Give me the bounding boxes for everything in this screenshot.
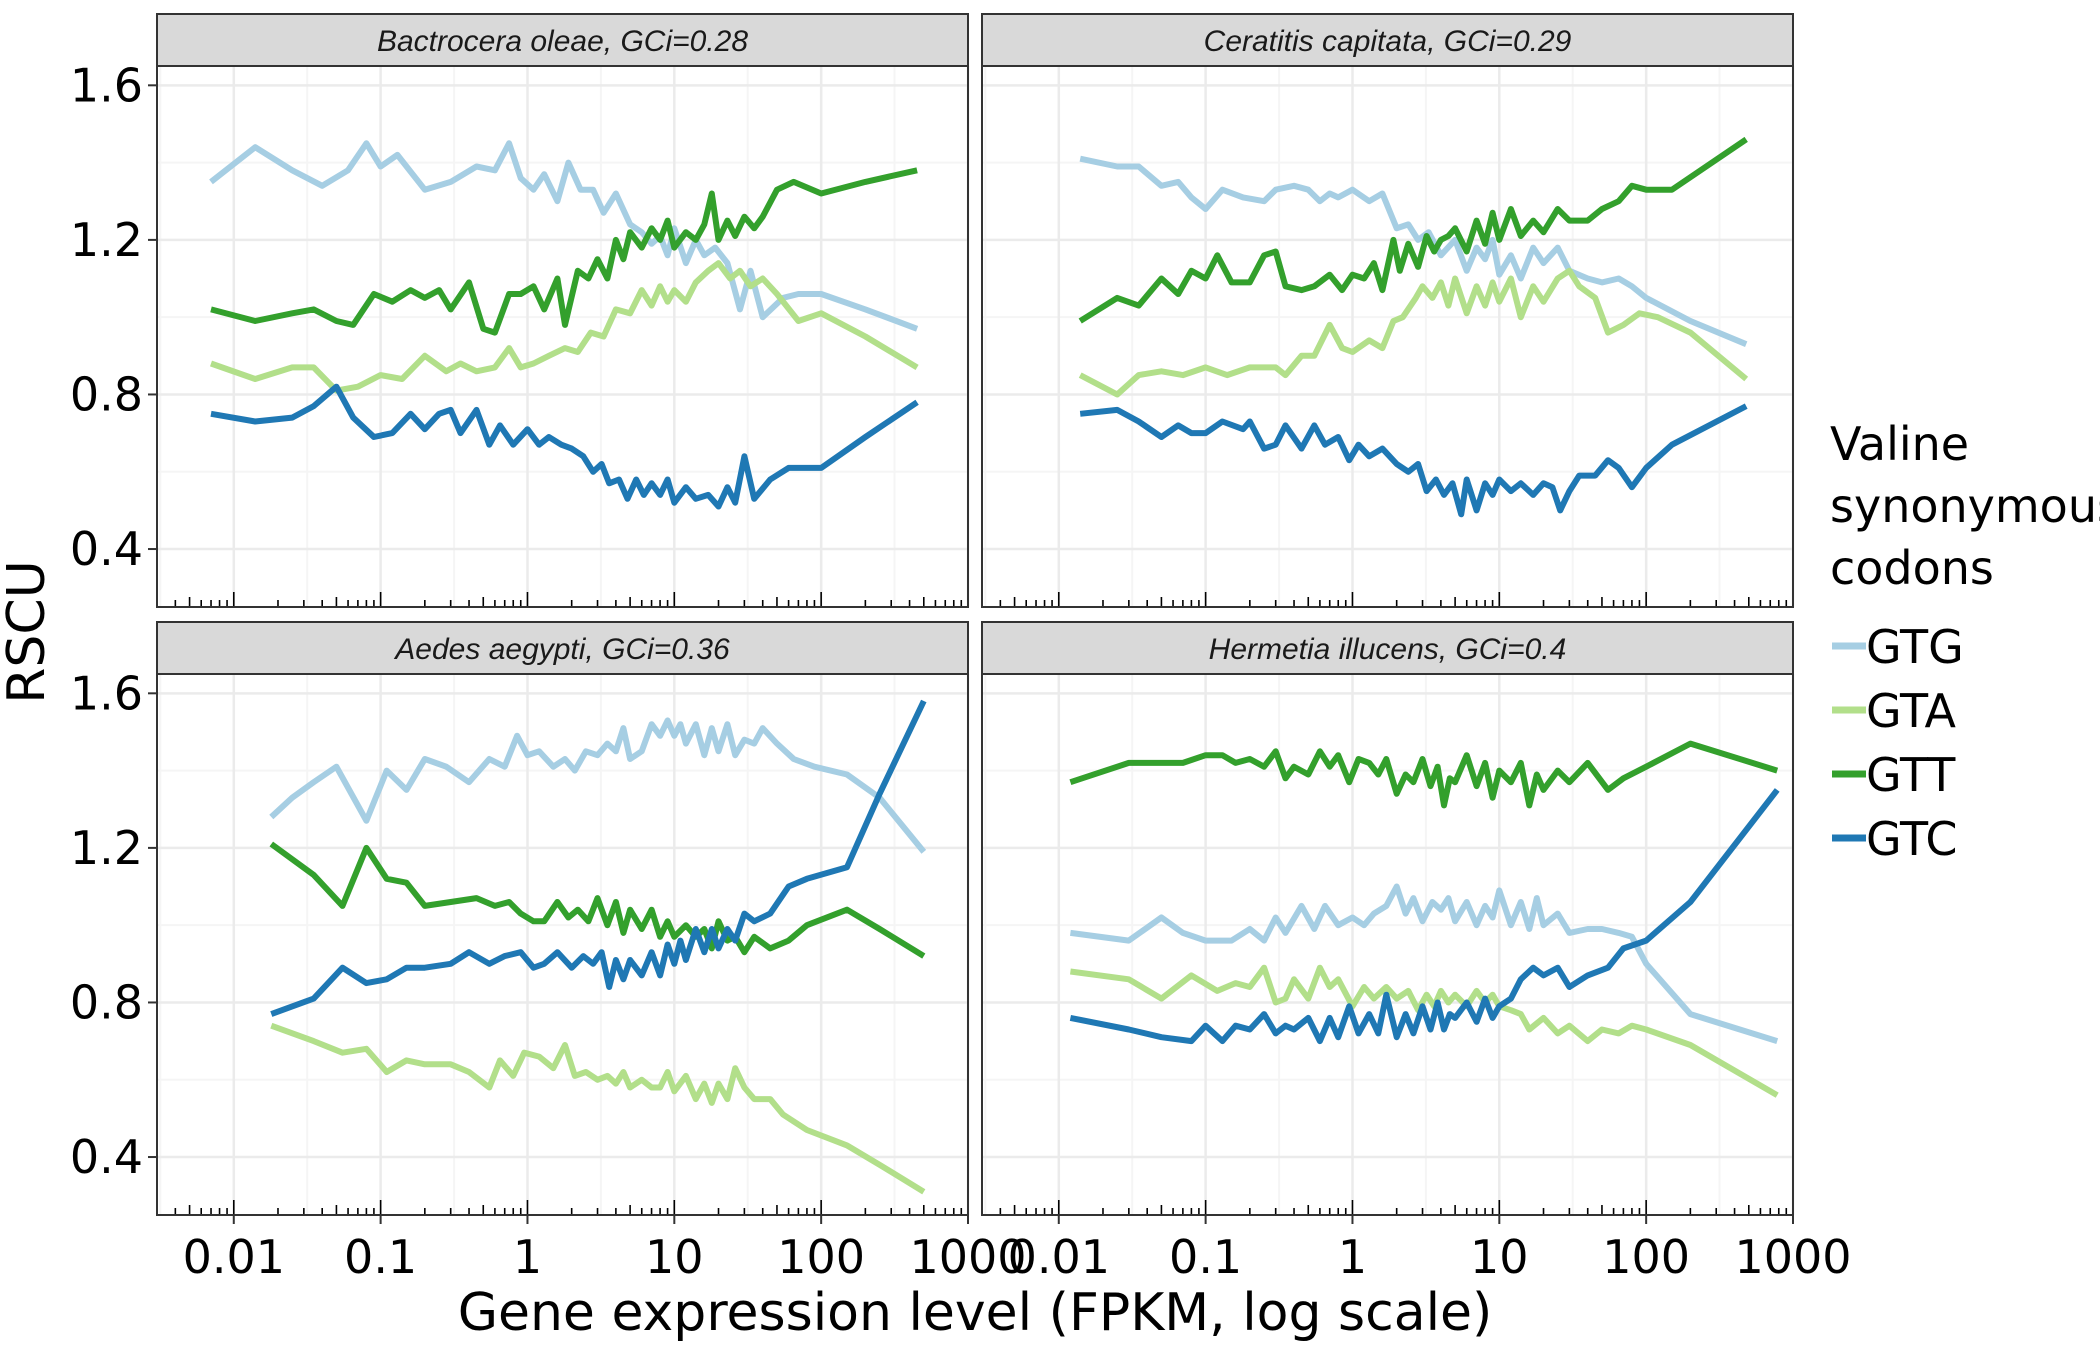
facet-strip: [156, 13, 969, 67]
series-line-gtc: [1069, 788, 1780, 1045]
facet-strip: [156, 621, 969, 675]
series-line-gtt: [1069, 740, 1779, 809]
x-tick-label: 0.1: [344, 1230, 417, 1284]
x-tick-label: 10: [1470, 1230, 1529, 1284]
legend-keys: GTG GTA GTT GTC: [1832, 620, 1964, 866]
panel-border: [981, 673, 1794, 1216]
y-tick-label: 0.4: [70, 522, 143, 576]
facet-strip: [981, 621, 1794, 675]
panel-border: [156, 673, 969, 1216]
facet-strip: [981, 13, 1794, 67]
panels-layer: Bactrocera oleae, GCi=0.28 0.4 0.8 1.2 1.6 Ce…: [70, 13, 1852, 1284]
legend-title-line-3: codons: [1830, 541, 1994, 595]
series-line-gtc: [1079, 403, 1748, 518]
facet-panel-2: Ceratitis capitata, GCi=0.29: [981, 13, 1795, 608]
x-axis-title: Gene expression level (FPKM, log scale): [458, 1283, 1493, 1343]
facet-panel-4: Hermetia illucens, GCi=0.4 0.01 0.1 1 10 100 1…: [981, 621, 1852, 1284]
facet-title: Hermetia illucens, GCi=0.4: [1209, 633, 1567, 666]
legend-title-line-2: synonymous: [1830, 479, 2100, 533]
legend-label-gta: GTA: [1866, 684, 1957, 738]
y-tick-label: 1.2: [70, 821, 143, 875]
series-line-gta: [1070, 964, 1779, 1098]
facet-title: Bactrocera oleae, GCi=0.28: [377, 25, 748, 58]
series-layer: [209, 140, 919, 510]
series-layer: [1078, 136, 1749, 518]
legend-label-gtg: GTG: [1866, 620, 1964, 674]
x-tick-label: 0.1: [1169, 1230, 1242, 1284]
series-line-gtt: [1078, 136, 1748, 324]
y-tick-label: 1.2: [70, 213, 143, 267]
series-line-gta: [270, 1022, 926, 1195]
x-tick-label: 1000: [1734, 1230, 1851, 1284]
legend: Valine synonymous codons GTG GTA GTT GTC: [1830, 417, 2100, 866]
series-line-gtg: [269, 717, 927, 854]
x-tick-label: 1000: [909, 1230, 1026, 1284]
x-tick-label: 100: [777, 1230, 865, 1284]
x-tick-label: 0.01: [183, 1230, 285, 1284]
panel-border: [981, 65, 1794, 608]
series-line-gta: [210, 260, 919, 394]
series-line-gtg: [1070, 883, 1779, 1044]
y-tick-label: 0.8: [70, 975, 143, 1029]
legend-label-gtt: GTT: [1866, 748, 1956, 802]
y-tick-label: 1.6: [70, 58, 143, 112]
facet-panel-3: Aedes aegypti, GCi=0.36 0.4 0.8 1.2 1.6 0.01 0…: [70, 621, 1027, 1284]
series-line-gtt: [269, 841, 926, 959]
series-line-gtg: [209, 140, 919, 332]
series-line-gtt: [210, 167, 918, 336]
series-layer: [269, 699, 927, 1195]
panel-background: [157, 66, 968, 607]
series-line-gtc: [270, 699, 927, 1017]
x-tick-label: 1: [513, 1230, 542, 1284]
y-axis-title: RSCU: [0, 560, 57, 704]
facet-title: Ceratitis capitata, GCi=0.29: [1204, 25, 1572, 58]
legend-label-gtc: GTC: [1866, 812, 1958, 866]
facet-title: Aedes aegypti, GCi=0.36: [393, 633, 730, 666]
x-tick-label: 100: [1602, 1230, 1690, 1284]
y-tick-label: 0.4: [70, 1130, 143, 1184]
x-tick-label: 10: [645, 1230, 704, 1284]
series-line-gta: [1078, 267, 1749, 398]
facet-panel-1: Bactrocera oleae, GCi=0.28 0.4 0.8 1.2 1.6: [70, 13, 970, 608]
y-tick-label: 1.6: [70, 666, 143, 720]
x-tick-label: 1: [1338, 1230, 1367, 1284]
x-tick-label: 0.01: [1008, 1230, 1110, 1284]
y-tick-label: 0.8: [70, 367, 143, 421]
legend-title-line-1: Valine: [1830, 417, 1969, 471]
panel-background: [157, 674, 968, 1215]
series-layer: [1069, 740, 1780, 1098]
series-line-gtc: [210, 383, 919, 510]
panel-border: [156, 65, 969, 608]
